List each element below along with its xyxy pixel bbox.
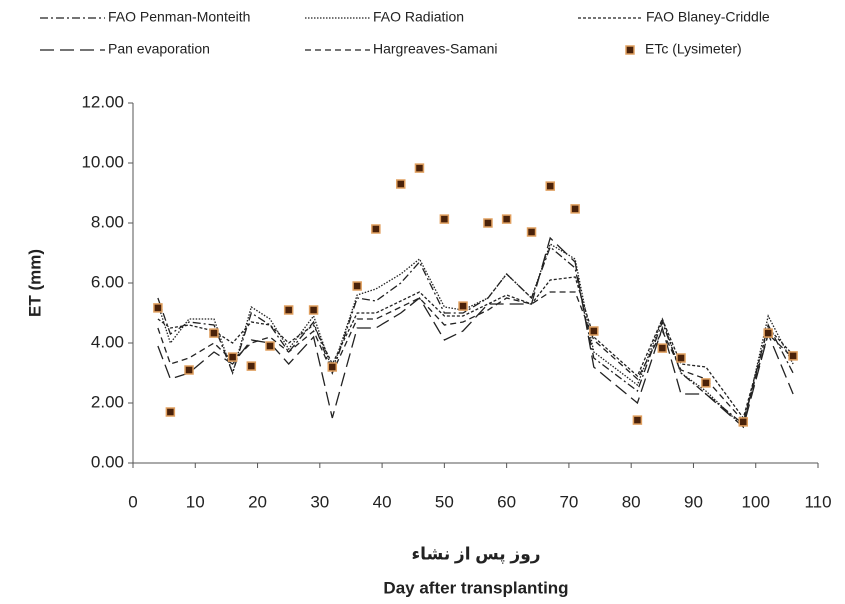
legend-label: FAO Blaney-Criddle <box>646 9 770 25</box>
data-point <box>327 362 338 372</box>
data-point <box>414 163 425 173</box>
data-point <box>227 352 238 362</box>
x-tick-label: 20 <box>248 492 267 511</box>
x-axis-title-fa: روز پس از نشاء <box>411 544 540 564</box>
series-line <box>157 236 794 429</box>
x-tick-label: 50 <box>435 492 454 511</box>
y-tick-label: 12.00 <box>81 92 124 111</box>
data-point <box>483 218 493 228</box>
data-point <box>165 407 176 417</box>
data-point <box>657 343 668 353</box>
series-line <box>157 243 794 429</box>
data-point <box>676 353 686 363</box>
data-point <box>763 328 773 338</box>
series-line <box>157 245 794 426</box>
y-tick-label: 0.00 <box>91 452 124 471</box>
data-point <box>788 351 798 361</box>
x-axis-title: Day after transplanting <box>383 578 568 597</box>
x-tick-label: 60 <box>497 492 516 511</box>
x-tick-label: 90 <box>684 492 703 511</box>
x-tick-label: 40 <box>373 492 392 511</box>
x-tick-label: 100 <box>742 492 770 511</box>
legend-label: FAO Radiation <box>373 9 464 25</box>
x-tick-label: 0 <box>128 492 137 511</box>
data-point <box>184 365 194 375</box>
data-point <box>371 224 381 234</box>
data-point <box>352 281 362 291</box>
data-point <box>283 305 294 315</box>
data-point <box>265 341 275 351</box>
data-point <box>246 361 257 371</box>
y-tick-label: 10.00 <box>81 152 124 171</box>
legend-label: Hargreaves-Samani <box>373 41 498 57</box>
y-tick-label: 8.00 <box>91 212 124 231</box>
y-tick-label: 6.00 <box>91 272 124 291</box>
data-point <box>458 301 468 311</box>
x-tick-label: 80 <box>622 492 641 511</box>
legend-label: FAO Penman-Monteith <box>108 9 250 25</box>
data-point <box>545 181 555 191</box>
x-tick-label: 30 <box>310 492 329 511</box>
y-tick-label: 2.00 <box>91 392 124 411</box>
data-point <box>570 204 580 214</box>
data-point <box>439 214 450 224</box>
data-point <box>209 328 219 338</box>
data-point <box>396 179 406 189</box>
series-line <box>157 291 794 423</box>
legend-marker <box>625 45 635 55</box>
legend-label: ETc (Lysimeter) <box>645 41 742 57</box>
data-point <box>308 305 319 315</box>
x-tick-label: 70 <box>559 492 578 511</box>
data-point <box>701 378 711 388</box>
x-tick-label: 10 <box>186 492 205 511</box>
data-point <box>153 303 163 313</box>
data-point <box>738 417 749 427</box>
y-axis-title: ET (mm) <box>25 249 44 317</box>
data-point <box>632 415 643 425</box>
series-line <box>157 276 794 420</box>
data-point <box>589 326 599 336</box>
x-tick-label: 110 <box>804 492 831 511</box>
y-tick-label: 4.00 <box>91 332 124 351</box>
data-point <box>526 227 537 237</box>
data-point <box>501 214 512 224</box>
legend-label: Pan evaporation <box>108 41 210 57</box>
